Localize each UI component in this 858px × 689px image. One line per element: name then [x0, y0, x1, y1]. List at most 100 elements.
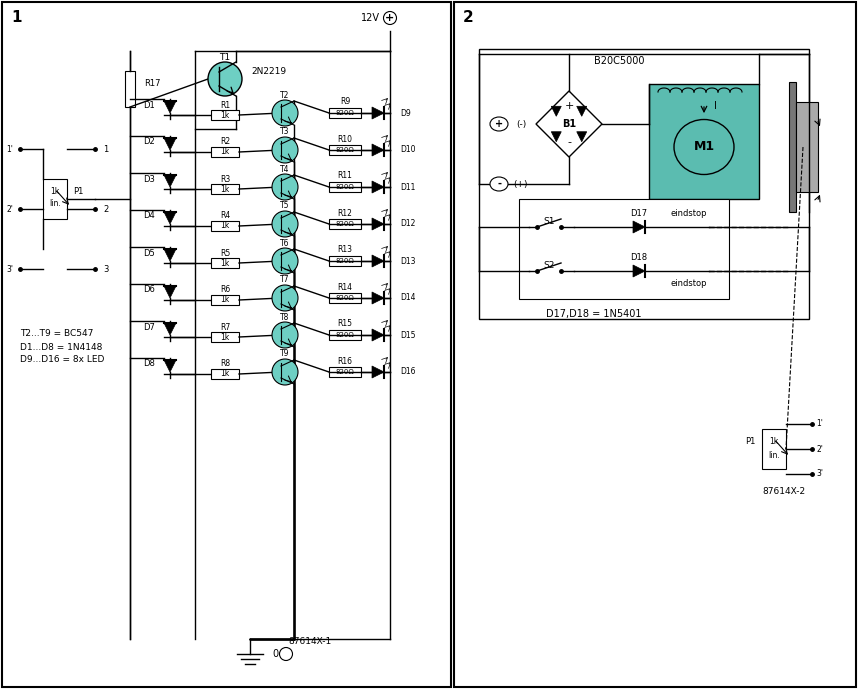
Ellipse shape	[272, 285, 298, 311]
Text: D17: D17	[631, 209, 648, 218]
Bar	[211, 110, 239, 120]
Ellipse shape	[490, 117, 508, 131]
Text: 2: 2	[462, 10, 474, 25]
Text: R13: R13	[337, 245, 353, 254]
Text: B1: B1	[562, 119, 576, 129]
Text: 1k: 1k	[221, 296, 230, 305]
Text: T4: T4	[281, 165, 290, 174]
Bar	[329, 367, 361, 377]
Bar	[211, 258, 239, 268]
Bar	[43, 179, 67, 219]
Polygon shape	[164, 175, 176, 187]
Polygon shape	[536, 91, 602, 157]
Text: T1: T1	[220, 52, 231, 61]
Text: R3: R3	[220, 174, 230, 183]
Text: (+): (+)	[514, 180, 529, 189]
Text: D1: D1	[143, 101, 155, 110]
Text: R11: R11	[337, 172, 353, 181]
Text: +: +	[565, 101, 574, 111]
Bar	[211, 332, 239, 342]
Text: eindstop: eindstop	[671, 280, 707, 289]
Text: 1k: 1k	[221, 185, 230, 194]
Bar	[789, 82, 796, 212]
Text: 2': 2'	[817, 444, 824, 453]
Text: -: -	[567, 137, 571, 147]
Text: D14: D14	[400, 294, 415, 302]
Ellipse shape	[272, 100, 298, 126]
Bar	[329, 219, 361, 229]
Polygon shape	[164, 138, 176, 150]
Bar	[329, 145, 361, 155]
Text: 2: 2	[103, 205, 108, 214]
Text: 1k: 1k	[221, 110, 230, 119]
Bar	[329, 293, 361, 303]
Text: 1': 1'	[817, 420, 824, 429]
Polygon shape	[577, 132, 587, 142]
Text: D1...D8 = 1N4148: D1...D8 = 1N4148	[20, 342, 102, 351]
Text: R5: R5	[220, 249, 230, 258]
Text: 12V: 12V	[360, 13, 379, 23]
Text: 820Ω: 820Ω	[335, 295, 354, 301]
Text: R8: R8	[220, 360, 230, 369]
Bar	[329, 182, 361, 192]
Text: D15: D15	[400, 331, 415, 340]
Text: 87614X-1: 87614X-1	[288, 637, 332, 646]
Text: T6: T6	[281, 238, 290, 247]
Text: T8: T8	[281, 313, 290, 322]
Text: -: -	[497, 179, 501, 189]
Text: 820Ω: 820Ω	[335, 369, 354, 375]
Bar	[329, 330, 361, 340]
Polygon shape	[372, 218, 384, 230]
Ellipse shape	[272, 211, 298, 237]
Text: D12: D12	[400, 220, 415, 229]
Text: S1: S1	[543, 218, 555, 227]
Bar	[211, 221, 239, 231]
Text: 820Ω: 820Ω	[335, 110, 354, 116]
Text: R12: R12	[337, 209, 353, 218]
Text: R10: R10	[337, 134, 353, 143]
Polygon shape	[164, 360, 176, 372]
Ellipse shape	[384, 12, 396, 25]
Bar	[479, 49, 809, 319]
Text: D10: D10	[400, 145, 415, 154]
Text: 1': 1'	[6, 145, 13, 154]
Bar	[211, 295, 239, 305]
Text: I: I	[714, 101, 716, 111]
Text: 2': 2'	[6, 205, 13, 214]
Ellipse shape	[272, 248, 298, 274]
Text: 0: 0	[272, 649, 278, 659]
Text: D6: D6	[143, 285, 155, 294]
Ellipse shape	[272, 359, 298, 385]
Text: 1k: 1k	[51, 187, 59, 196]
Text: D2: D2	[143, 138, 155, 147]
Text: T2: T2	[281, 90, 290, 99]
Text: eindstop: eindstop	[671, 209, 707, 218]
Bar	[519, 199, 729, 299]
Bar	[211, 369, 239, 379]
Ellipse shape	[490, 177, 508, 191]
Text: R1: R1	[220, 101, 230, 110]
Bar	[329, 256, 361, 266]
Text: D5: D5	[143, 249, 155, 258]
Text: D18: D18	[631, 254, 648, 263]
Text: D9: D9	[400, 108, 411, 118]
Text: 3': 3'	[817, 469, 824, 478]
Bar	[125, 71, 135, 107]
Polygon shape	[372, 255, 384, 267]
Text: R7: R7	[220, 322, 230, 331]
Ellipse shape	[280, 648, 293, 661]
Text: T5: T5	[281, 201, 290, 211]
Text: 1: 1	[12, 10, 22, 25]
Text: 1k: 1k	[221, 258, 230, 267]
Text: 2N2219: 2N2219	[251, 67, 286, 76]
Text: R9: R9	[340, 98, 350, 107]
Text: +: +	[495, 119, 503, 129]
Polygon shape	[633, 221, 645, 233]
Text: 820Ω: 820Ω	[335, 184, 354, 190]
Ellipse shape	[208, 62, 242, 96]
Bar	[762, 429, 786, 469]
Polygon shape	[577, 106, 587, 116]
Text: T2...T9 = BC547: T2...T9 = BC547	[20, 329, 94, 338]
Text: T3: T3	[281, 127, 290, 136]
Text: 1k: 1k	[221, 369, 230, 378]
